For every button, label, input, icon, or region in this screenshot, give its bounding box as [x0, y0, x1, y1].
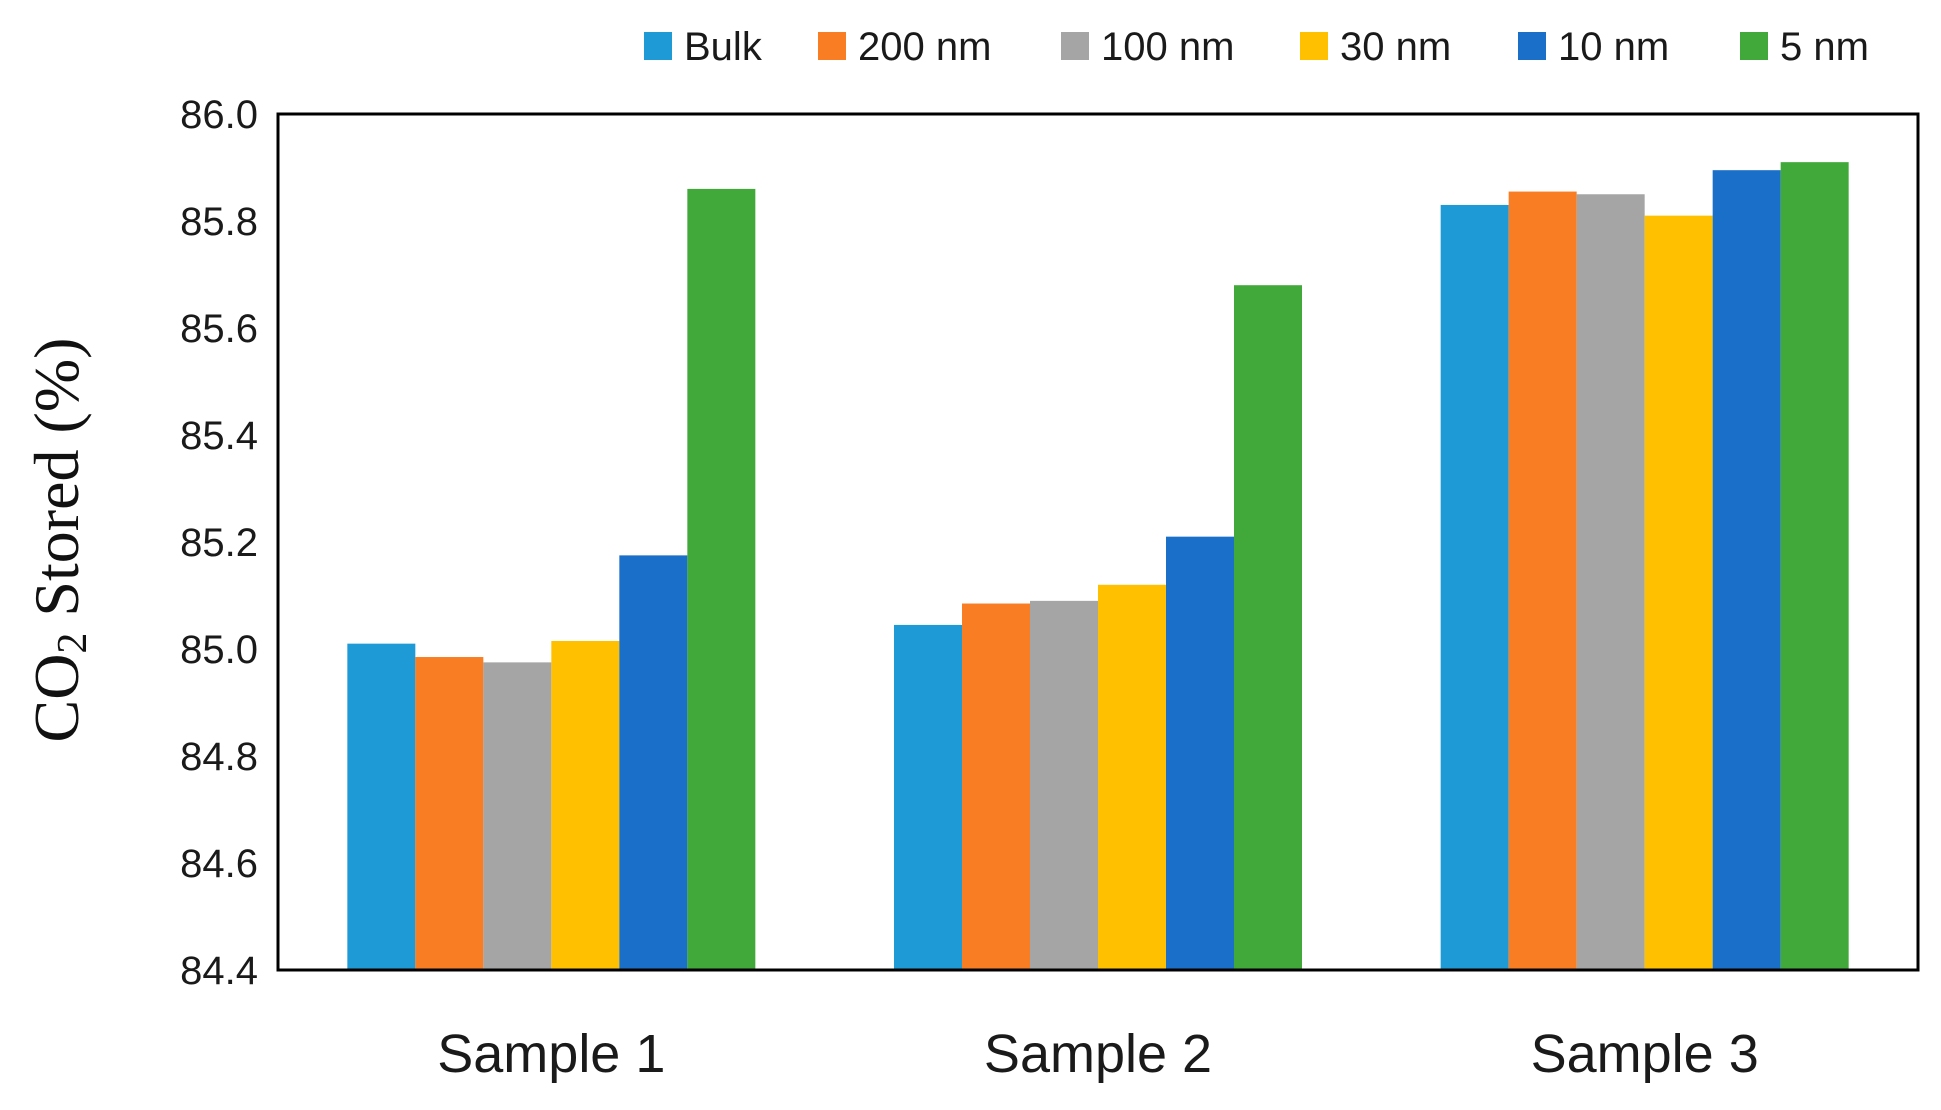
legend-swatch — [818, 32, 846, 60]
y-axis-ticks: 84.4 84.6 84.8 85.0 85.2 85.4 85.6 85.8 86.0 — [180, 93, 258, 993]
bar-100-nm-sample-3 — [1576, 194, 1645, 970]
y-axis-label-subscript: 2 — [50, 633, 96, 654]
x-category-label: Sample 1 — [437, 1024, 665, 1084]
legend-swatch — [1300, 32, 1328, 60]
legend-swatch — [1518, 32, 1546, 60]
legend-label: 10 nm — [1558, 25, 1669, 69]
y-axis-label: CO2 Stored (%) — [21, 338, 96, 743]
bar-bulk-sample-2 — [894, 624, 962, 970]
legend-swatch — [1061, 32, 1089, 60]
bar-10-nm-sample-2 — [1166, 536, 1234, 970]
y-tick-label: 85.8 — [180, 200, 258, 244]
legend: Bulk 200 nm 100 nm 30 nm 10 nm 5 nm — [644, 25, 1869, 69]
legend-label: 5 nm — [1780, 25, 1869, 69]
y-tick-label: 84.6 — [180, 842, 258, 886]
bar-10-nm-sample-3 — [1712, 170, 1781, 971]
x-category-label: Sample 2 — [984, 1024, 1212, 1084]
bar-10-nm-sample-1 — [619, 555, 688, 970]
bars — [347, 162, 1849, 971]
bar-5-nm-sample-2 — [1234, 285, 1302, 970]
y-tick-label: 84.4 — [180, 949, 258, 993]
plot-frame — [276, 112, 1920, 972]
legend-label: Bulk — [684, 25, 763, 69]
x-axis-labels: Sample 1 Sample 2 Sample 3 — [437, 1024, 1758, 1084]
bar-5-nm-sample-1 — [687, 188, 756, 970]
bar-5-nm-sample-3 — [1780, 162, 1849, 970]
x-category-label: Sample 3 — [1531, 1024, 1759, 1084]
y-tick-label: 84.8 — [180, 735, 258, 779]
legend-label: 30 nm — [1340, 25, 1451, 69]
bar-30-nm-sample-2 — [1098, 584, 1166, 970]
bar-30-nm-sample-3 — [1644, 215, 1713, 970]
bar-30-nm-sample-1 — [551, 640, 620, 970]
y-tick-label: 85.0 — [180, 628, 258, 672]
y-tick-label: 85.4 — [180, 414, 258, 458]
bar-200-nm-sample-1 — [415, 657, 484, 970]
y-tick-label: 85.6 — [180, 307, 258, 351]
y-axis-label-main: CO — [21, 654, 92, 743]
y-tick-label: 86.0 — [180, 93, 258, 137]
legend-label: 100 nm — [1101, 25, 1234, 69]
legend-swatch — [644, 32, 672, 60]
bar-100-nm-sample-1 — [483, 662, 552, 970]
bar-200-nm-sample-2 — [962, 603, 1030, 970]
legend-swatch — [1740, 32, 1768, 60]
bar-100-nm-sample-2 — [1030, 600, 1098, 970]
bar-bulk-sample-3 — [1440, 204, 1509, 970]
bar-bulk-sample-1 — [347, 643, 416, 970]
legend-label: 200 nm — [858, 25, 991, 69]
bar-200-nm-sample-3 — [1508, 191, 1577, 970]
y-tick-label: 85.2 — [180, 521, 258, 565]
y-axis-label-rest: Stored (%) — [21, 338, 92, 633]
